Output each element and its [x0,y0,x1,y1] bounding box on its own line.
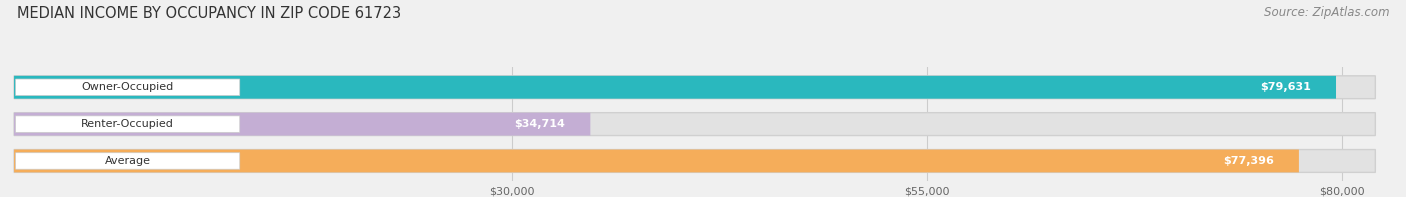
Text: Average: Average [104,156,150,166]
FancyBboxPatch shape [14,150,1375,172]
FancyBboxPatch shape [14,76,1375,99]
FancyBboxPatch shape [15,153,240,169]
Text: $79,631: $79,631 [1260,82,1312,92]
Text: Renter-Occupied: Renter-Occupied [82,119,174,129]
FancyBboxPatch shape [14,113,1375,136]
Text: Source: ZipAtlas.com: Source: ZipAtlas.com [1264,6,1389,19]
Text: $34,714: $34,714 [515,119,565,129]
Text: MEDIAN INCOME BY OCCUPANCY IN ZIP CODE 61723: MEDIAN INCOME BY OCCUPANCY IN ZIP CODE 6… [17,6,401,21]
FancyBboxPatch shape [15,116,240,132]
Text: $77,396: $77,396 [1223,156,1274,166]
Text: Owner-Occupied: Owner-Occupied [82,82,174,92]
FancyBboxPatch shape [15,79,240,96]
FancyBboxPatch shape [14,76,1336,99]
FancyBboxPatch shape [14,150,1299,172]
FancyBboxPatch shape [14,113,591,136]
